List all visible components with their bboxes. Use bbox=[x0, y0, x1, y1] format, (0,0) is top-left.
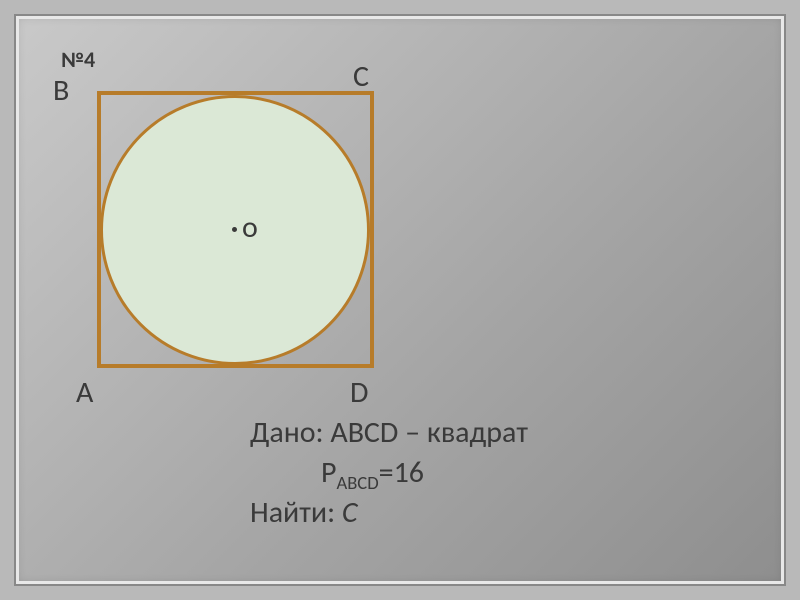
perimeter-symbol: Р bbox=[321, 454, 337, 491]
given-shape-decl: – квадрат bbox=[398, 414, 528, 451]
perimeter-value: =16 bbox=[379, 454, 424, 491]
center-label: о bbox=[242, 209, 258, 246]
given-prefix: Дано: bbox=[250, 414, 330, 451]
given-shape: АВСD bbox=[330, 414, 398, 451]
center-point bbox=[232, 227, 237, 232]
problem-number: №4 bbox=[61, 46, 95, 73]
perimeter-subscript: АВСD bbox=[337, 471, 379, 494]
find-line: Найти: C bbox=[250, 494, 358, 531]
vertex-b: В bbox=[53, 72, 69, 109]
given-line2: РАВСD=16 bbox=[321, 454, 424, 494]
find-prefix: Найти: bbox=[250, 494, 342, 531]
slide-frame: №4 о А В С D Дано: АВСD – квадрат РАВСD=… bbox=[14, 14, 786, 586]
vertex-a: А bbox=[76, 374, 93, 411]
given-line1: Дано: АВСD – квадрат bbox=[250, 414, 528, 451]
find-target: C bbox=[342, 494, 358, 531]
vertex-c: С bbox=[353, 58, 369, 95]
vertex-d: D bbox=[350, 374, 368, 411]
